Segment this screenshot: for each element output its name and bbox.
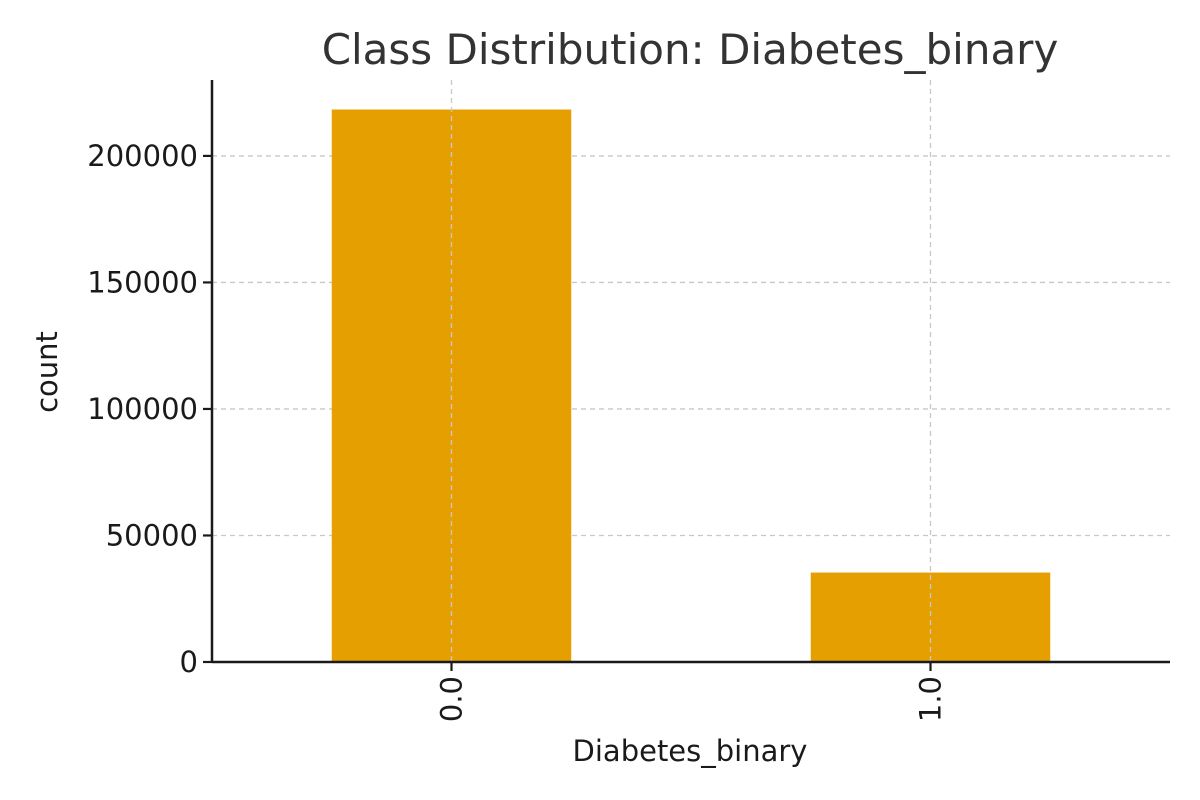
grid-layer: [212, 155, 1170, 537]
axes-layer: [210, 80, 1170, 664]
x-axis-title: Diabetes_binary: [573, 734, 808, 768]
y-tick-label: 100000: [87, 392, 198, 426]
y-axis-title: count: [30, 331, 64, 413]
y-tick-label: 50000: [106, 518, 198, 552]
x-tick-label: 0.0: [435, 676, 469, 722]
x-tick-label: 1.0: [914, 676, 948, 722]
y-tick-label: 150000: [87, 265, 198, 299]
chart-title: Class Distribution: Diabetes_binary: [322, 25, 1059, 74]
bar-layer: [331, 80, 1051, 663]
tick-layer: 0 50000 100000 150000 200000 0.0 1.0: [87, 139, 947, 722]
y-tick-label: 200000: [87, 139, 198, 173]
y-tick-label: 0: [180, 645, 198, 679]
